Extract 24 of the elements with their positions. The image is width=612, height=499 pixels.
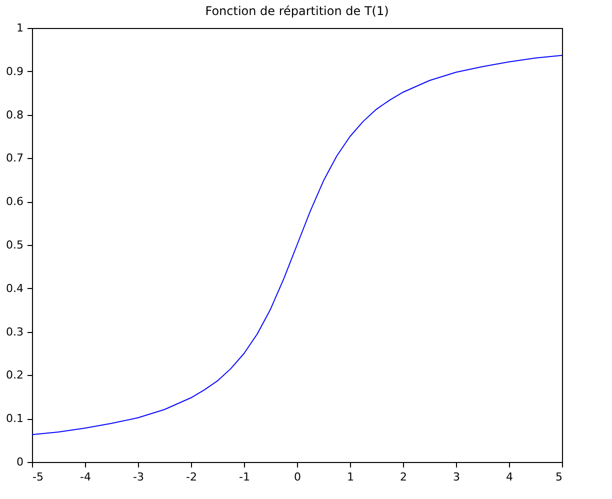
y-tick-label: 0.6 — [6, 195, 24, 208]
y-tick-label: 0.4 — [6, 282, 24, 295]
y-tick-label: 0 — [16, 456, 24, 468]
x-tick-label: 0 — [294, 470, 301, 484]
x-tick-label: -4 — [80, 470, 91, 484]
y-tick-label: 1 — [16, 22, 24, 34]
y-tick-label: 0.1 — [6, 412, 24, 426]
x-tick-label: -5 — [32, 470, 44, 484]
x-tick-label: 1 — [347, 470, 354, 484]
y-tick-label: 0.9 — [6, 64, 24, 78]
y-tick-label: 0.2 — [6, 368, 24, 382]
x-tick-label: -1 — [239, 470, 250, 484]
chart-title: Fonction de répartition de T(1) — [205, 4, 389, 18]
x-tick-label: -3 — [133, 470, 144, 484]
x-tick-label: -2 — [186, 470, 197, 484]
x-tick-label: 5 — [556, 470, 562, 484]
y-tick-label: 0.5 — [6, 238, 24, 252]
x-tick-label: 2 — [400, 470, 407, 484]
line-series — [32, 54, 562, 436]
y-tick-label: 0.3 — [6, 325, 24, 338]
x-tick-label: 4 — [506, 470, 513, 484]
x-tick-label: 3 — [453, 470, 460, 484]
y-tick-label: 0.7 — [6, 152, 24, 165]
y-tick-label: 0.8 — [6, 108, 24, 122]
